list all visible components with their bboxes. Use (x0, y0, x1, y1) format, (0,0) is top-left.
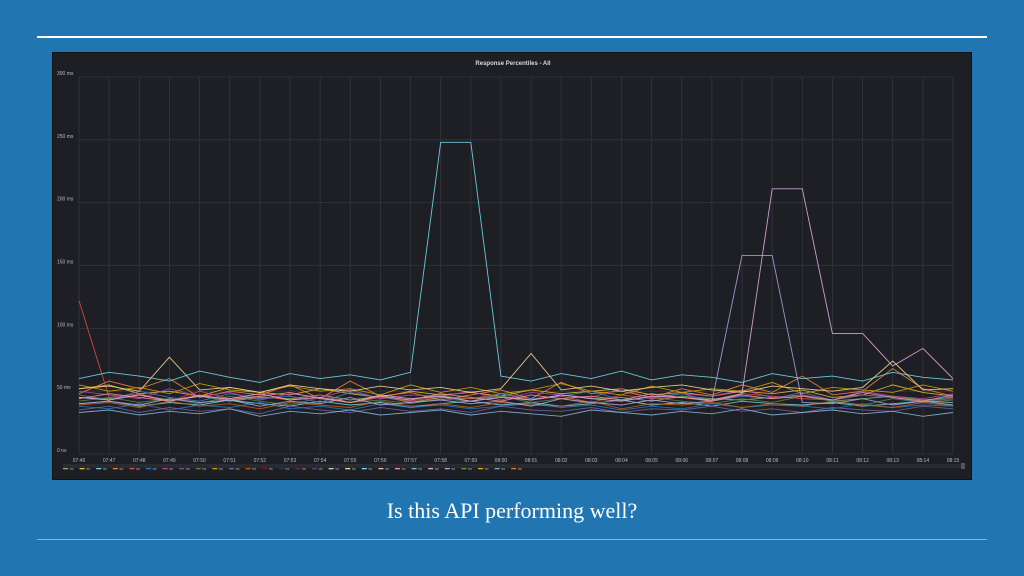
legend-label[interactable]: 95 (252, 467, 256, 471)
x-tick-label: 08:13 (886, 458, 899, 464)
legend-label[interactable]: 95 (269, 467, 273, 471)
y-axis: 0 ns 50 ms 100 ms 150 ms 200 ms 250 ms 300 ms (57, 71, 74, 454)
x-tick-label: 08:11 (826, 458, 838, 464)
y-tick-label: 300 ms (57, 71, 74, 77)
y-tick-label: 250 ms (57, 134, 74, 140)
bottom-rule (37, 539, 987, 540)
x-tick-label: 08:01 (525, 458, 538, 464)
legend: 95 95 95 95 95 95 95 95 95 95 95 95 95 95 95 95 95 95 95 95… (63, 467, 522, 471)
x-tick-label: 08:05 (645, 458, 658, 464)
y-tick-label: 150 ms (57, 260, 74, 266)
legend-label[interactable]: 95 (385, 467, 389, 471)
x-tick-label: 07:52 (254, 458, 267, 464)
series-line-9 (78, 381, 954, 396)
x-tick-label: 07:54 (314, 458, 327, 464)
x-tick-label: 08:10 (796, 458, 809, 464)
x-axis: 07:46 07:47 07:48 07:49 07:50 07:51 07:52 07:53… (73, 458, 960, 464)
legend-label[interactable]: 95 (86, 467, 90, 471)
legend-label[interactable]: 95 (202, 467, 206, 471)
x-tick-label: 07:46 (73, 458, 86, 464)
series-line-14 (78, 254, 954, 407)
x-tick-label: 07:53 (284, 458, 297, 464)
legend-label[interactable]: 95 (285, 467, 289, 471)
x-tick-label: 07:57 (404, 458, 417, 464)
x-tick-label: 08:07 (706, 458, 719, 464)
legend-label[interactable]: 95 (136, 467, 140, 471)
series-line-4 (78, 300, 954, 403)
series-line-15 (78, 352, 954, 393)
legend-label[interactable]: 95 (485, 467, 489, 471)
series-line-13 (78, 188, 954, 403)
x-tick-label: 08:04 (615, 458, 628, 464)
series-line-17 (78, 391, 954, 403)
legend-label[interactable]: 95 (236, 467, 240, 471)
legend-label[interactable]: 95 (435, 467, 439, 471)
legend-label[interactable]: 95 (451, 467, 455, 471)
legend-label[interactable]: 95 (70, 467, 74, 471)
x-tick-label: 08:09 (766, 458, 779, 464)
series-line-10 (78, 390, 954, 403)
x-tick-label: 08:12 (856, 458, 869, 464)
y-tick-label: 50 ms (57, 385, 71, 391)
chart-title: Response Percentiles - All (475, 61, 550, 67)
response-percentiles-chart: Response Percentiles - All 0 ns 50 ms 100 … (57, 61, 965, 471)
x-tick-label: 08:15 (947, 458, 960, 464)
y-tick-label: 200 ms (57, 197, 74, 203)
series-line-12 (78, 141, 954, 383)
top-rule (37, 36, 987, 38)
slide-caption: Is this API performing well? (386, 498, 638, 523)
x-tick-label: 07:51 (223, 458, 236, 464)
series-lines (78, 141, 954, 417)
x-tick-label: 08:00 (495, 458, 508, 464)
x-tick-label: 08:03 (585, 458, 598, 464)
x-tick-label: 07:47 (103, 458, 116, 464)
x-tick-label: 08:06 (676, 458, 689, 464)
legend-label[interactable]: 95 (402, 467, 406, 471)
legend-label[interactable]: 95 (468, 467, 472, 471)
y-tick-label: 100 ms (57, 322, 74, 328)
x-tick-label: 07:49 (163, 458, 176, 464)
legend-label[interactable]: 95 (518, 467, 522, 471)
y-tick-label: 0 ns (57, 448, 67, 454)
x-tick-label: 07:58 (434, 458, 447, 464)
legend-label[interactable]: 95 (153, 467, 157, 471)
series-line-5 (78, 402, 954, 411)
legend-label[interactable]: 95 (335, 467, 339, 471)
chart-grid (78, 76, 954, 455)
legend-label[interactable]: 95 (219, 467, 223, 471)
legend-label[interactable]: 95 (302, 467, 306, 471)
x-tick-label: 07:59 (465, 458, 478, 464)
x-tick-label: 07:50 (193, 458, 206, 464)
legend-label[interactable]: 95 (501, 467, 505, 471)
legend-label[interactable]: 95 (119, 467, 123, 471)
x-tick-label: 07:48 (133, 458, 146, 464)
chart-panel: Response Percentiles - All 0 ns 50 ms 100 … (52, 52, 972, 480)
x-tick-label: 08:02 (555, 458, 568, 464)
legend-label[interactable]: 95 (352, 467, 356, 471)
series-line-16 (78, 408, 954, 417)
legend-label[interactable]: 95 (368, 467, 372, 471)
legend-label[interactable]: 95 (319, 467, 323, 471)
legend-label[interactable]: 95 (169, 467, 173, 471)
legend-label[interactable]: 95 (103, 467, 107, 471)
x-tick-label: 08:14 (917, 458, 930, 464)
x-tick-label: 07:55 (344, 458, 357, 464)
legend-scrollbar[interactable] (63, 464, 963, 468)
x-tick-label: 08:08 (736, 458, 749, 464)
series-line-3 (78, 367, 954, 401)
legend-label[interactable]: 95 (186, 467, 190, 471)
x-tick-label: 07:56 (374, 458, 387, 464)
legend-label[interactable]: 95 (418, 467, 422, 471)
legend-scrollbar-thumb[interactable] (961, 463, 965, 469)
